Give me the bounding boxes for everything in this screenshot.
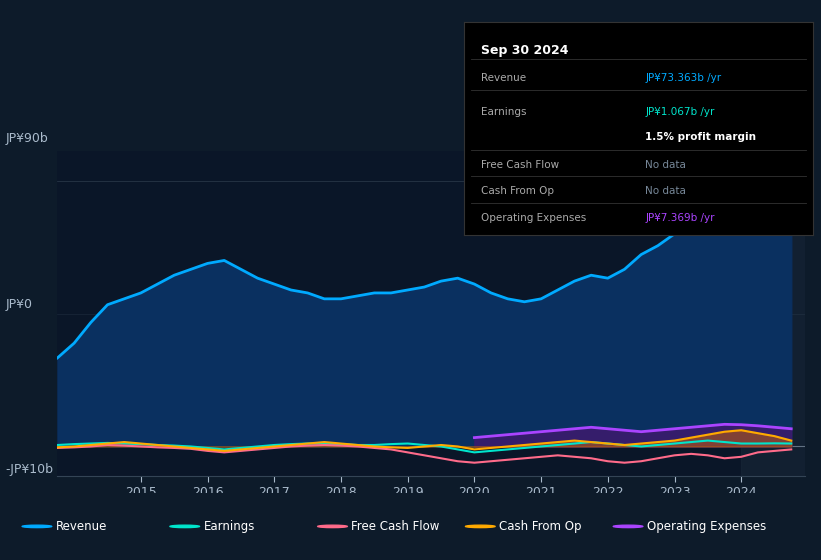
- Text: JP¥90b: JP¥90b: [5, 132, 48, 144]
- Text: JP¥0: JP¥0: [5, 298, 32, 311]
- Text: Sep 30 2024: Sep 30 2024: [481, 44, 569, 57]
- Text: JP¥1.067b /yr: JP¥1.067b /yr: [645, 107, 715, 117]
- Circle shape: [22, 525, 52, 528]
- Bar: [741, 151, 821, 476]
- Text: JP¥7.369b /yr: JP¥7.369b /yr: [645, 213, 715, 223]
- Text: Operating Expenses: Operating Expenses: [481, 213, 586, 223]
- Circle shape: [318, 525, 347, 528]
- Text: No data: No data: [645, 185, 686, 195]
- Text: JP¥73.363b /yr: JP¥73.363b /yr: [645, 73, 722, 83]
- Circle shape: [466, 525, 495, 528]
- Text: Cash From Op: Cash From Op: [481, 185, 554, 195]
- Circle shape: [170, 525, 200, 528]
- Circle shape: [613, 525, 643, 528]
- Text: -JP¥10b: -JP¥10b: [5, 463, 53, 476]
- Text: Earnings: Earnings: [204, 520, 255, 533]
- Text: Free Cash Flow: Free Cash Flow: [351, 520, 440, 533]
- Text: Operating Expenses: Operating Expenses: [647, 520, 766, 533]
- Text: Cash From Op: Cash From Op: [499, 520, 581, 533]
- Text: Free Cash Flow: Free Cash Flow: [481, 160, 559, 170]
- Text: Revenue: Revenue: [481, 73, 526, 83]
- Text: Earnings: Earnings: [481, 107, 527, 117]
- Text: Revenue: Revenue: [56, 520, 108, 533]
- Text: 1.5% profit margin: 1.5% profit margin: [645, 132, 756, 142]
- Text: No data: No data: [645, 160, 686, 170]
